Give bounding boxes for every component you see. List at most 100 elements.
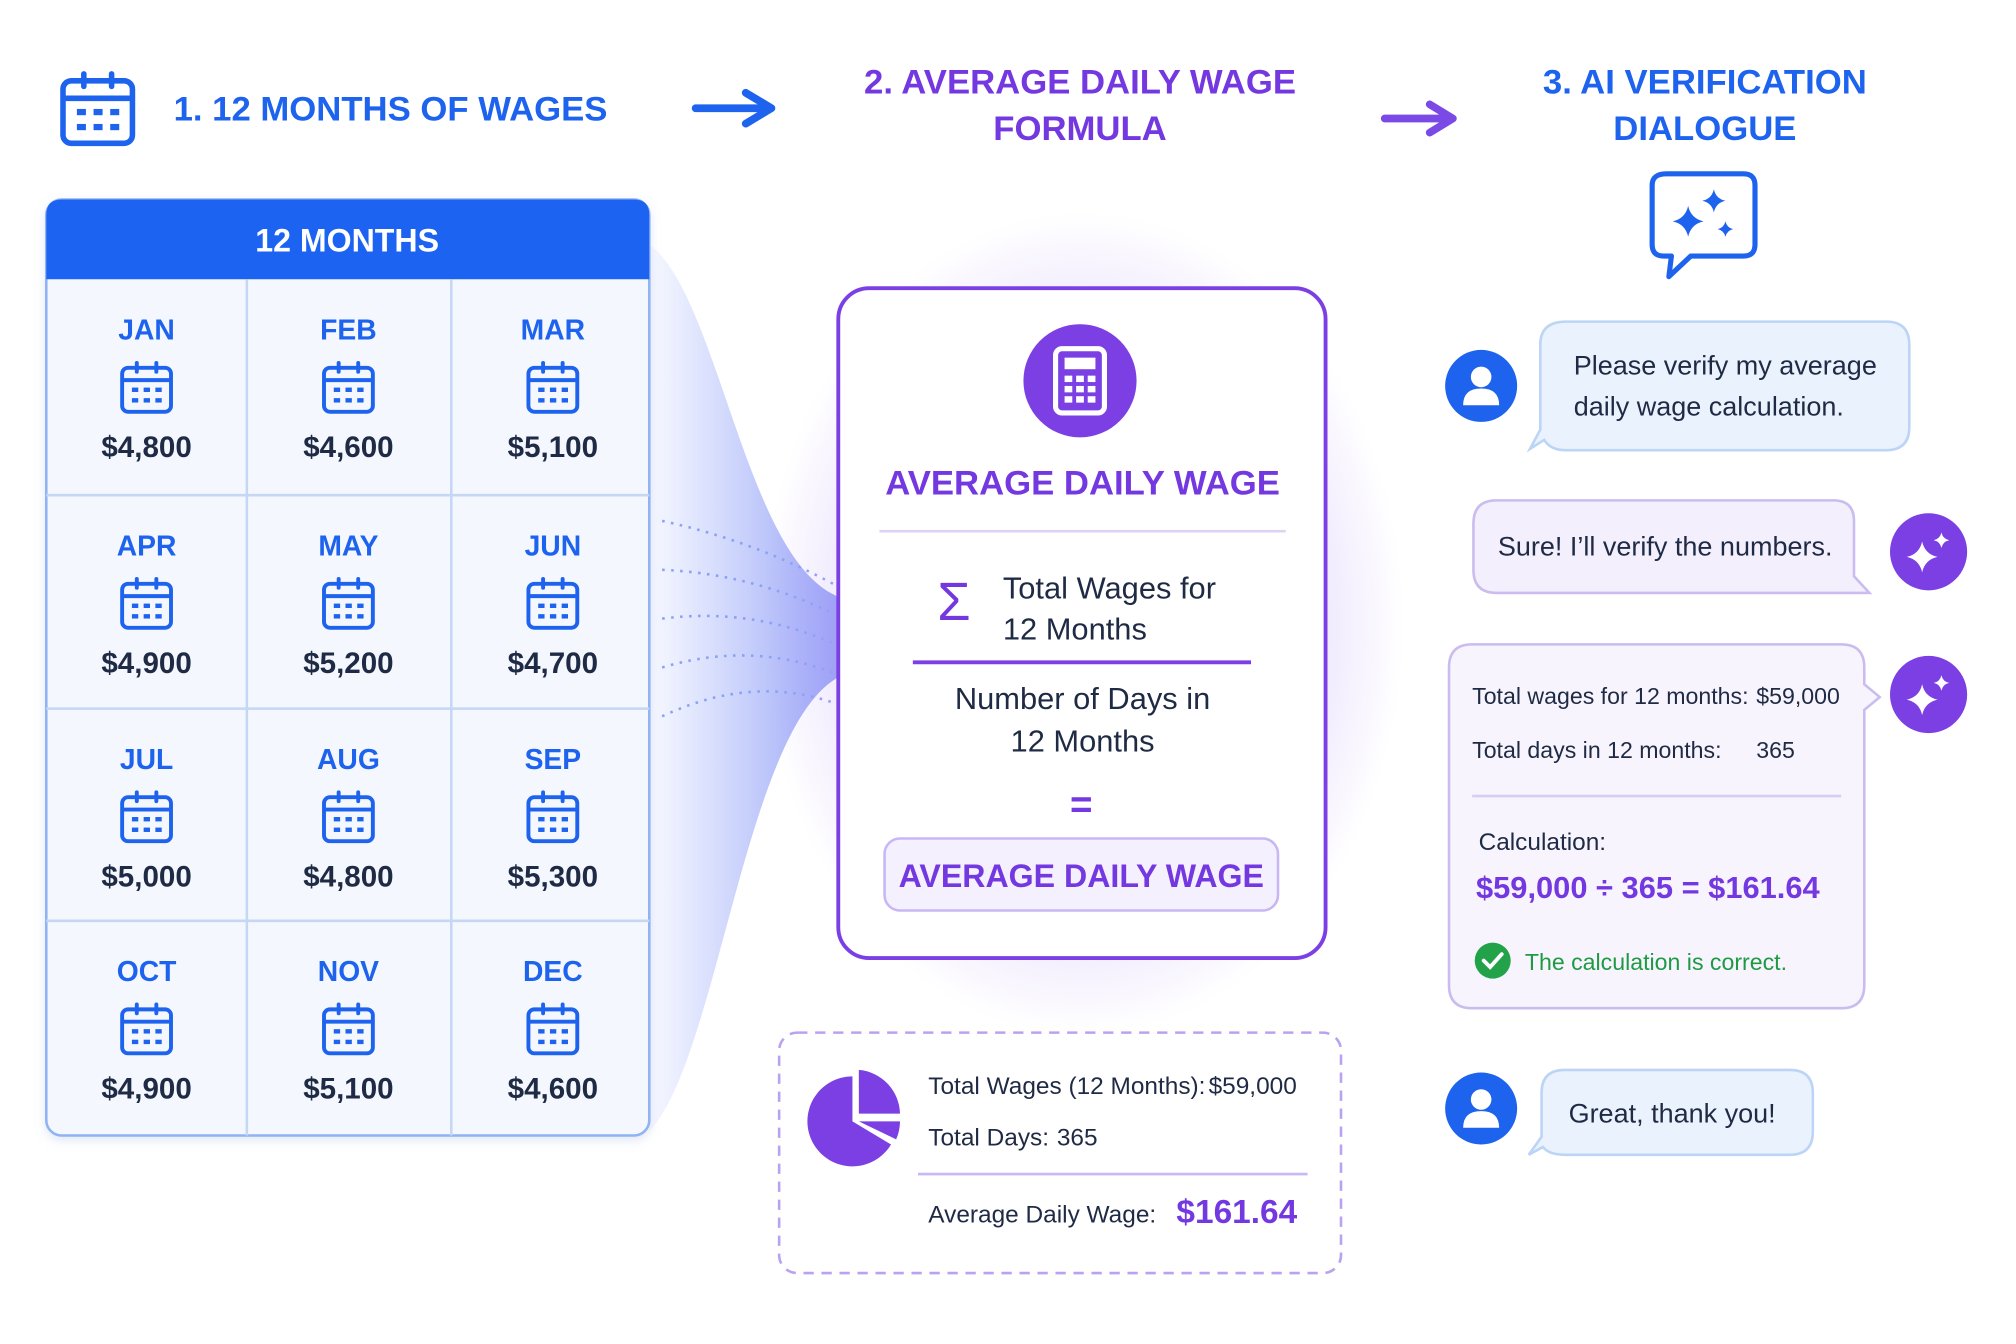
month-label: MAY <box>318 529 378 561</box>
ai-sparkle <box>1933 675 1950 691</box>
calendar-dot <box>561 1029 569 1034</box>
calendar-icon <box>322 576 375 630</box>
calendar-dot <box>538 614 545 619</box>
calendar-dot <box>561 614 569 619</box>
calendar-dot <box>538 1039 545 1045</box>
numerator: 12 Months <box>1003 611 1147 646</box>
calendar-dot <box>333 827 341 832</box>
table-header: 12 MONTHS <box>255 223 439 259</box>
calendar-dot <box>155 387 162 392</box>
calendar-dot <box>549 614 557 619</box>
calendar-dot <box>143 1039 150 1045</box>
step-title: FORMULA <box>993 110 1166 148</box>
calendar-dot <box>93 123 103 131</box>
calendar-dot <box>561 817 569 822</box>
calendar-dot <box>155 614 162 619</box>
calendar-dot <box>143 1029 150 1034</box>
calendar-dot <box>357 827 364 832</box>
pie-icon-slice <box>858 1069 900 1114</box>
calendar-dot <box>561 827 569 832</box>
calendar-dot <box>333 1039 341 1045</box>
calendar-dot <box>76 123 86 131</box>
calendar-body <box>322 795 375 844</box>
calendar-dot <box>110 123 120 131</box>
calendar-body <box>120 365 173 414</box>
formula-card <box>836 286 1328 960</box>
calendar-dot <box>333 1029 341 1034</box>
check-icon <box>1474 942 1511 979</box>
formula-title: AVERAGE DAILY WAGE <box>885 465 1280 503</box>
calendar-icon <box>120 1002 173 1056</box>
calendar-dot <box>131 1029 139 1034</box>
month-wage: $4,900 <box>101 1073 191 1106</box>
calendar-body <box>322 581 375 630</box>
month-label: JUN <box>525 529 582 561</box>
calendar-dot <box>538 827 545 832</box>
calendar-dot <box>345 387 352 392</box>
calculator-key <box>1064 375 1073 383</box>
chat-icon <box>1649 171 1758 280</box>
calendar-dot <box>131 603 139 608</box>
calendar-dot <box>345 398 352 403</box>
chat-sparkle <box>1702 189 1726 213</box>
calendar-dot <box>357 614 364 619</box>
calendar-icon <box>322 360 375 414</box>
calculator-key <box>1076 375 1084 383</box>
calculator-key <box>1076 385 1084 393</box>
summary-value: $59,000 <box>1209 1073 1297 1100</box>
month-label: FEB <box>320 313 377 345</box>
calendar-dot <box>561 387 569 392</box>
calendar-dot <box>549 387 557 392</box>
calendar-body <box>322 365 375 414</box>
calendar-dot <box>76 108 86 116</box>
ai-sparkle <box>1906 541 1938 573</box>
flow-arrow <box>691 88 776 128</box>
calendar-dot <box>549 1039 557 1045</box>
denominator: Number of Days in <box>955 681 1210 716</box>
calendar-dot <box>155 603 162 608</box>
user-message: Please verify my average <box>1574 350 1877 380</box>
summary-label: Total Days: <box>928 1125 1049 1152</box>
sigma: Σ <box>937 572 970 632</box>
ai-sparkle <box>1933 532 1950 548</box>
calendar-dot <box>345 1029 352 1034</box>
calendar-dot <box>538 603 545 608</box>
calendar-dot <box>333 603 341 608</box>
calendar-dot <box>143 817 150 822</box>
calendar-body <box>120 1007 173 1056</box>
calendar-body <box>322 1007 375 1056</box>
calculator-key <box>1076 396 1084 403</box>
numerator: Total Wages for <box>1003 570 1216 605</box>
calendar-dot <box>333 387 341 392</box>
month-label: APR <box>117 529 177 561</box>
month-label: DEC <box>523 955 583 987</box>
calendar-icon <box>526 1002 580 1056</box>
calendar-icon <box>322 790 375 844</box>
summary-result-value: $161.64 <box>1176 1194 1297 1231</box>
month-wage: $4,900 <box>101 647 191 680</box>
check-mark <box>1481 952 1504 970</box>
result-box <box>883 837 1280 912</box>
calendar-dot <box>333 398 341 403</box>
calendar-icon <box>120 790 173 844</box>
user-avatar-body <box>1463 1111 1500 1128</box>
calendar-dot <box>131 827 139 832</box>
calendar-dot <box>357 817 364 822</box>
calendar-body <box>526 365 580 414</box>
calendar-dot <box>155 1039 162 1045</box>
user-message: Great, thank you! <box>1569 1099 1776 1129</box>
user-bubble <box>1526 320 1911 453</box>
step-title: DIALOGUE <box>1613 110 1796 148</box>
user-bubble <box>1527 1068 1815 1157</box>
step-title: 2. AVERAGE DAILY WAGE <box>864 64 1296 102</box>
calendar-dot <box>131 614 139 619</box>
calendar-dot <box>357 1029 364 1034</box>
calendar-dot <box>155 1029 162 1034</box>
calendar-dot <box>155 827 162 832</box>
calendar-dot <box>143 398 150 403</box>
chat-sparkle <box>1672 205 1704 237</box>
calendar-body <box>526 581 580 630</box>
calendar-dot <box>345 603 352 608</box>
